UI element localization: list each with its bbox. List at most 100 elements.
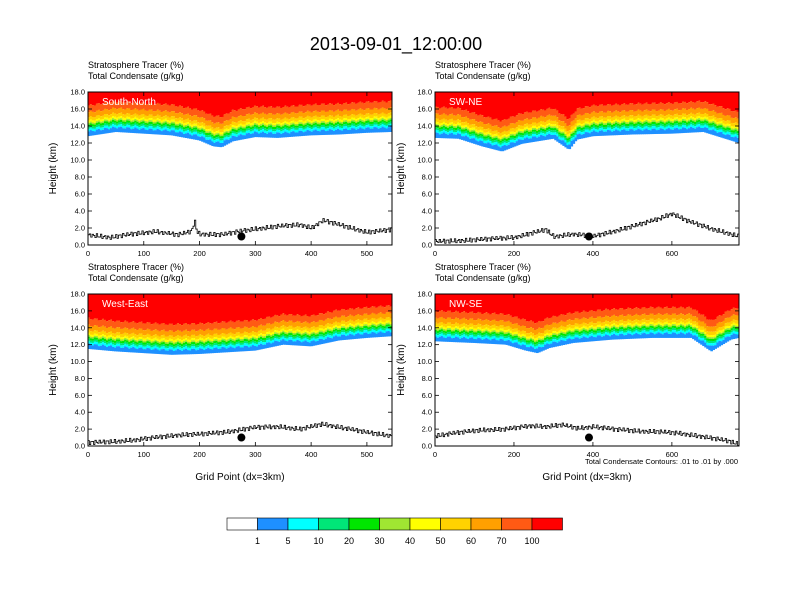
tracer-cell: [347, 125, 350, 128]
tracer-cell: [259, 343, 263, 350]
tracer-cell: [692, 127, 695, 133]
tracer-cell: [507, 130, 511, 135]
tracer-cell: [308, 332, 312, 335]
tracer-cell: [706, 117, 709, 120]
tracer-cell: [688, 125, 691, 129]
tracer-cell: [373, 127, 377, 133]
tracer-cell: [381, 124, 385, 127]
tracer-cell: [166, 346, 170, 349]
tracer-cell: [511, 139, 515, 143]
tracer-cell: [365, 119, 368, 121]
tracer-cell: [136, 117, 139, 121]
tracer-cell: [379, 322, 383, 325]
tracer-cell: [495, 137, 499, 140]
tracer-cell: [621, 123, 624, 126]
tracer-cell: [93, 92, 97, 106]
tracer-cell: [298, 334, 302, 337]
tracer-cell: [126, 122, 129, 125]
tracer-cell: [298, 130, 302, 137]
tracer-cell: [330, 338, 334, 342]
tracer-cell: [235, 336, 239, 339]
tracer-cell: [436, 130, 440, 133]
tracer-cell: [128, 343, 131, 347]
tracer-cell: [322, 121, 326, 123]
tracer-cell: [347, 110, 350, 116]
tracer-cell: [312, 335, 316, 338]
tracer-cell: [120, 122, 123, 125]
tracer-cell: [627, 122, 630, 124]
tracer-cell: [217, 346, 221, 349]
tracer-cell: [351, 327, 354, 330]
tracer-cell: [459, 120, 462, 124]
tracer-cell: [215, 342, 219, 345]
tracer-cell: [134, 124, 137, 128]
tracer-cell: [257, 344, 261, 350]
tracer-cell: [578, 122, 582, 126]
tracer-cell: [266, 328, 269, 333]
tracer-cell: [116, 123, 119, 126]
tracer-cell: [221, 92, 225, 117]
tracer-cell: [164, 339, 168, 342]
tracer-cell: [326, 128, 330, 131]
tracer-cell: [343, 315, 346, 321]
tracer-cell: [122, 333, 125, 338]
tracer-cell: [294, 322, 298, 328]
tracer-cell: [324, 312, 328, 320]
tracer-cell: [383, 330, 387, 333]
tracer-cell: [247, 113, 251, 119]
tracer-cell: [154, 119, 158, 122]
tracer-cell: [189, 129, 192, 132]
tracer-cell: [351, 123, 354, 126]
tracer-cell: [227, 294, 231, 322]
tracer-cell: [231, 92, 235, 110]
tracer-cell: [189, 134, 192, 139]
tracer-cell: [339, 127, 342, 131]
tracer-cell: [456, 92, 460, 108]
tracer-cell: [617, 111, 620, 117]
tracer-cell: [126, 340, 129, 343]
tracer-cell: [349, 115, 352, 120]
tracer-cell: [365, 108, 368, 114]
tracer-cell: [207, 339, 210, 342]
tracer-cell: [274, 114, 277, 120]
tracer-cell: [294, 294, 298, 316]
tracer-cell: [387, 101, 391, 108]
tracer-cell: [361, 323, 364, 327]
tracer-cell: [264, 339, 267, 343]
tracer-cell: [334, 119, 338, 122]
tracer-cell: [124, 335, 127, 338]
tracer-cell: [521, 135, 525, 138]
tracer-cell: [107, 118, 111, 121]
tracer-cell: [101, 337, 105, 340]
tracer-cell: [588, 128, 592, 131]
tracer-cell: [255, 113, 259, 119]
tracer-cell: [343, 320, 346, 325]
tracer-cell: [116, 121, 119, 124]
tracer-cell: [623, 126, 626, 130]
tracer-cell: [621, 92, 624, 105]
tracer-cell: [203, 294, 206, 325]
tracer-cell: [302, 336, 306, 339]
tracer-cell: [274, 294, 277, 315]
tracer-cell: [203, 339, 206, 342]
tracer-cell: [184, 124, 188, 127]
tracer-cell: [286, 330, 289, 333]
tracer-cell: [383, 124, 387, 128]
tracer-cell: [134, 322, 137, 330]
tracer-cell: [320, 103, 324, 111]
tracer-cell: [542, 116, 545, 122]
tracer-cell: [479, 294, 482, 313]
tracer-cell: [469, 136, 472, 139]
tracer-cell: [665, 103, 669, 110]
tracer-cell: [168, 112, 172, 118]
tracer-cell: [515, 134, 519, 137]
tracer-cell: [493, 138, 497, 141]
tracer-cell: [298, 126, 302, 129]
tracer-cell: [178, 92, 182, 106]
tracer-cell: [251, 340, 255, 343]
tracer-cell: [261, 105, 265, 113]
tracer-cell: [483, 313, 486, 321]
tracer-cell: [130, 124, 133, 127]
tracer-cell: [536, 126, 539, 130]
tracer-cell: [288, 114, 291, 120]
